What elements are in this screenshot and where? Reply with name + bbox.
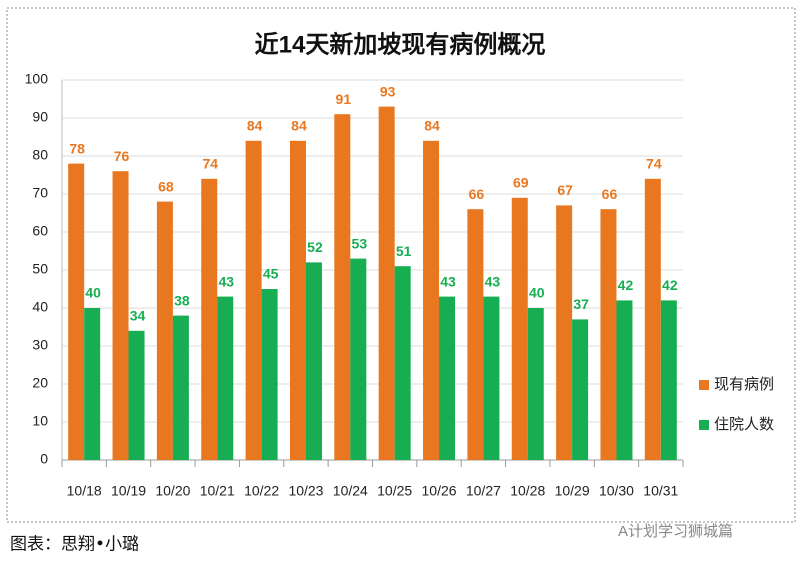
y-tick-label: 50 [32,261,48,277]
x-tick-label: 10/31 [643,483,678,499]
x-tick-label: 10/27 [466,483,501,499]
data-label: 51 [396,243,412,259]
legend-swatch [699,420,709,430]
bar [350,258,367,460]
x-tick-label: 10/18 [67,483,102,499]
data-label: 74 [646,156,662,172]
data-label: 68 [158,178,174,194]
data-label: 53 [352,235,368,251]
bar [378,106,395,460]
y-tick-label: 90 [32,109,48,125]
x-tick-label: 10/29 [555,483,590,499]
bar [556,205,573,460]
y-tick-label: 40 [32,299,48,315]
x-tick-label: 10/24 [333,483,368,499]
data-label: 43 [485,273,501,289]
y-tick-label: 30 [32,337,48,353]
x-tick-label: 10/23 [288,483,323,499]
data-label: 91 [336,91,352,107]
bar [217,296,234,460]
y-tick-label: 60 [32,223,48,239]
y-tick-label: 100 [25,71,49,87]
data-label: 84 [291,118,307,134]
bar [128,330,145,460]
x-tick-label: 10/22 [244,483,279,499]
data-label: 34 [130,308,146,324]
data-label: 66 [469,186,485,202]
y-tick-label: 80 [32,147,48,163]
legend-swatch [699,380,709,390]
x-tick-label: 10/19 [111,483,146,499]
data-label: 40 [85,285,101,301]
bar [483,296,500,460]
data-label: 84 [424,118,440,134]
data-label: 74 [202,156,218,172]
bar [527,308,544,460]
x-tick-label: 10/30 [599,483,634,499]
data-label: 45 [263,266,279,282]
bar [245,140,262,461]
x-tick-label: 10/25 [377,483,412,499]
data-label: 43 [218,273,234,289]
bar [439,296,456,460]
bar [84,308,101,460]
y-tick-label: 10 [32,413,48,429]
bar [467,209,484,460]
bar [423,140,440,461]
data-label: 93 [380,83,396,99]
data-label: 67 [557,182,573,198]
bar [289,140,306,461]
bar [572,319,589,460]
data-label: 38 [174,292,190,308]
data-label: 37 [573,296,589,312]
y-tick-label: 20 [32,375,48,391]
data-label: 66 [602,186,618,202]
bar [261,289,278,460]
x-tick-label: 10/26 [422,483,457,499]
legend-label: 住院人数 [714,415,774,433]
data-label: 52 [307,239,323,255]
bar [334,114,351,460]
bar [68,163,85,460]
bar [156,201,173,460]
data-label: 84 [247,118,263,134]
bar [616,300,633,460]
bar [394,266,411,460]
bar [112,171,129,460]
data-label: 42 [662,277,678,293]
data-label: 76 [114,148,130,164]
data-label: 78 [69,140,85,156]
legend-label: 现有病例 [714,376,774,393]
data-label: 43 [440,273,456,289]
bar [305,262,322,460]
bar [644,178,661,461]
x-tick-label: 10/28 [510,483,545,499]
bar [511,197,528,461]
bar [660,300,677,460]
data-label: 42 [618,277,634,293]
x-tick-label: 10/20 [155,483,190,499]
data-label: 69 [513,175,529,191]
x-tick-label: 10/21 [200,483,235,499]
watermark: A计划学习狮城篇 [618,522,733,540]
chart-title: 近14天新加坡现有病例概况 [255,30,546,58]
bar [600,209,617,460]
bar [172,315,189,460]
caption: 图表：思翔•小璐 [10,535,139,555]
y-tick-label: 70 [32,185,48,201]
bar [201,178,218,461]
data-label: 40 [529,285,545,301]
y-tick-label: 0 [40,451,48,467]
